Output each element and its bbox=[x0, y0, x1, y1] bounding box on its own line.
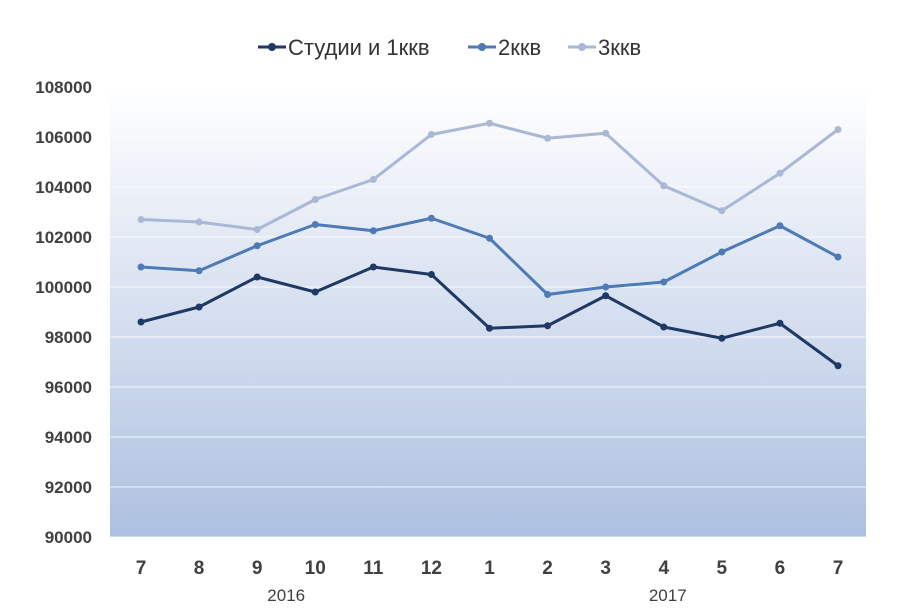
data-point bbox=[660, 182, 668, 190]
data-point bbox=[544, 134, 552, 142]
data-point bbox=[253, 226, 261, 233]
data-point bbox=[427, 214, 435, 222]
y-tick-label: 92000 bbox=[45, 478, 92, 497]
y-tick-label: 102000 bbox=[35, 228, 92, 247]
x-group-label: 2016 bbox=[267, 586, 305, 605]
data-point bbox=[776, 319, 784, 327]
legend-label: 3ккв bbox=[598, 35, 641, 60]
data-point bbox=[660, 323, 668, 331]
series-group bbox=[137, 214, 842, 298]
data-point bbox=[776, 222, 784, 230]
data-point bbox=[195, 303, 203, 311]
data-point bbox=[486, 324, 493, 332]
series-lines bbox=[137, 119, 842, 370]
data-point bbox=[311, 221, 319, 228]
data-point bbox=[486, 119, 493, 127]
x-tick-label: 6 bbox=[775, 558, 786, 579]
data-point bbox=[718, 207, 726, 215]
data-point bbox=[369, 263, 377, 271]
y-tick-label: 106000 bbox=[35, 128, 92, 147]
legend-item: 3ккв bbox=[568, 35, 641, 60]
data-point bbox=[369, 227, 377, 235]
legend-swatch-marker bbox=[578, 43, 586, 51]
x-tick-label: 7 bbox=[136, 558, 147, 579]
x-tick-label: 10 bbox=[305, 558, 326, 579]
y-axis-ticks: 90000 92000 94000 96000 98000 100000 102000 104… bbox=[35, 78, 92, 547]
series-group bbox=[137, 263, 842, 370]
data-point bbox=[602, 292, 610, 300]
legend-swatch-marker bbox=[478, 43, 486, 51]
y-tick-label: 94000 bbox=[45, 428, 92, 447]
x-tick-label: 12 bbox=[421, 558, 442, 579]
x-axis-year-labels: 2016 2017 bbox=[267, 586, 686, 605]
y-tick-label: 100000 bbox=[35, 278, 92, 297]
data-point bbox=[602, 283, 610, 291]
data-point bbox=[311, 196, 319, 203]
data-point bbox=[834, 126, 842, 133]
data-point bbox=[718, 334, 726, 342]
y-tick-label: 96000 bbox=[45, 378, 92, 397]
plot-area-background bbox=[110, 87, 866, 537]
data-point bbox=[660, 278, 668, 286]
data-point bbox=[544, 322, 552, 330]
y-tick-label: 98000 bbox=[45, 328, 92, 347]
x-tick-label: 11 bbox=[363, 558, 384, 579]
x-tick-label: 7 bbox=[833, 558, 844, 579]
legend-swatch-marker bbox=[268, 43, 276, 51]
data-point bbox=[369, 176, 377, 183]
legend-label: 2ккв bbox=[498, 35, 541, 60]
data-point bbox=[253, 242, 261, 250]
x-axis-ticks: 7 8 9 10 11 12 1 2 3 4 5 6 7 bbox=[136, 558, 844, 579]
x-tick-label: 2 bbox=[542, 558, 553, 579]
data-point bbox=[137, 263, 145, 271]
x-group-label: 2017 bbox=[649, 586, 687, 605]
data-point bbox=[195, 267, 203, 275]
y-tick-label: 108000 bbox=[35, 78, 92, 97]
legend: Студии и 1ккв 2ккв 3ккв bbox=[258, 35, 641, 60]
data-point bbox=[137, 318, 145, 326]
y-tick-label: 104000 bbox=[35, 178, 92, 197]
data-point bbox=[137, 216, 145, 223]
data-point bbox=[486, 234, 493, 242]
data-point bbox=[427, 131, 435, 138]
data-point bbox=[195, 218, 203, 226]
x-tick-label: 4 bbox=[658, 558, 669, 579]
x-tick-label: 9 bbox=[252, 558, 263, 579]
x-tick-label: 5 bbox=[717, 558, 728, 579]
data-point bbox=[253, 273, 261, 281]
legend-item: Студии и 1ккв bbox=[258, 35, 430, 60]
y-tick-label: 90000 bbox=[45, 528, 92, 547]
series-group bbox=[137, 119, 842, 233]
data-point bbox=[718, 248, 726, 256]
data-point bbox=[602, 129, 610, 137]
legend-label: Студии и 1ккв bbox=[288, 35, 430, 60]
data-point bbox=[834, 253, 842, 261]
data-point bbox=[776, 169, 784, 177]
x-tick-label: 3 bbox=[600, 558, 611, 579]
x-tick-label: 1 bbox=[484, 558, 495, 579]
data-point bbox=[427, 271, 435, 278]
legend-item: 2ккв bbox=[468, 35, 541, 60]
data-point bbox=[544, 291, 552, 298]
x-tick-label: 8 bbox=[194, 558, 205, 579]
data-point bbox=[834, 362, 842, 370]
data-point bbox=[311, 288, 319, 296]
